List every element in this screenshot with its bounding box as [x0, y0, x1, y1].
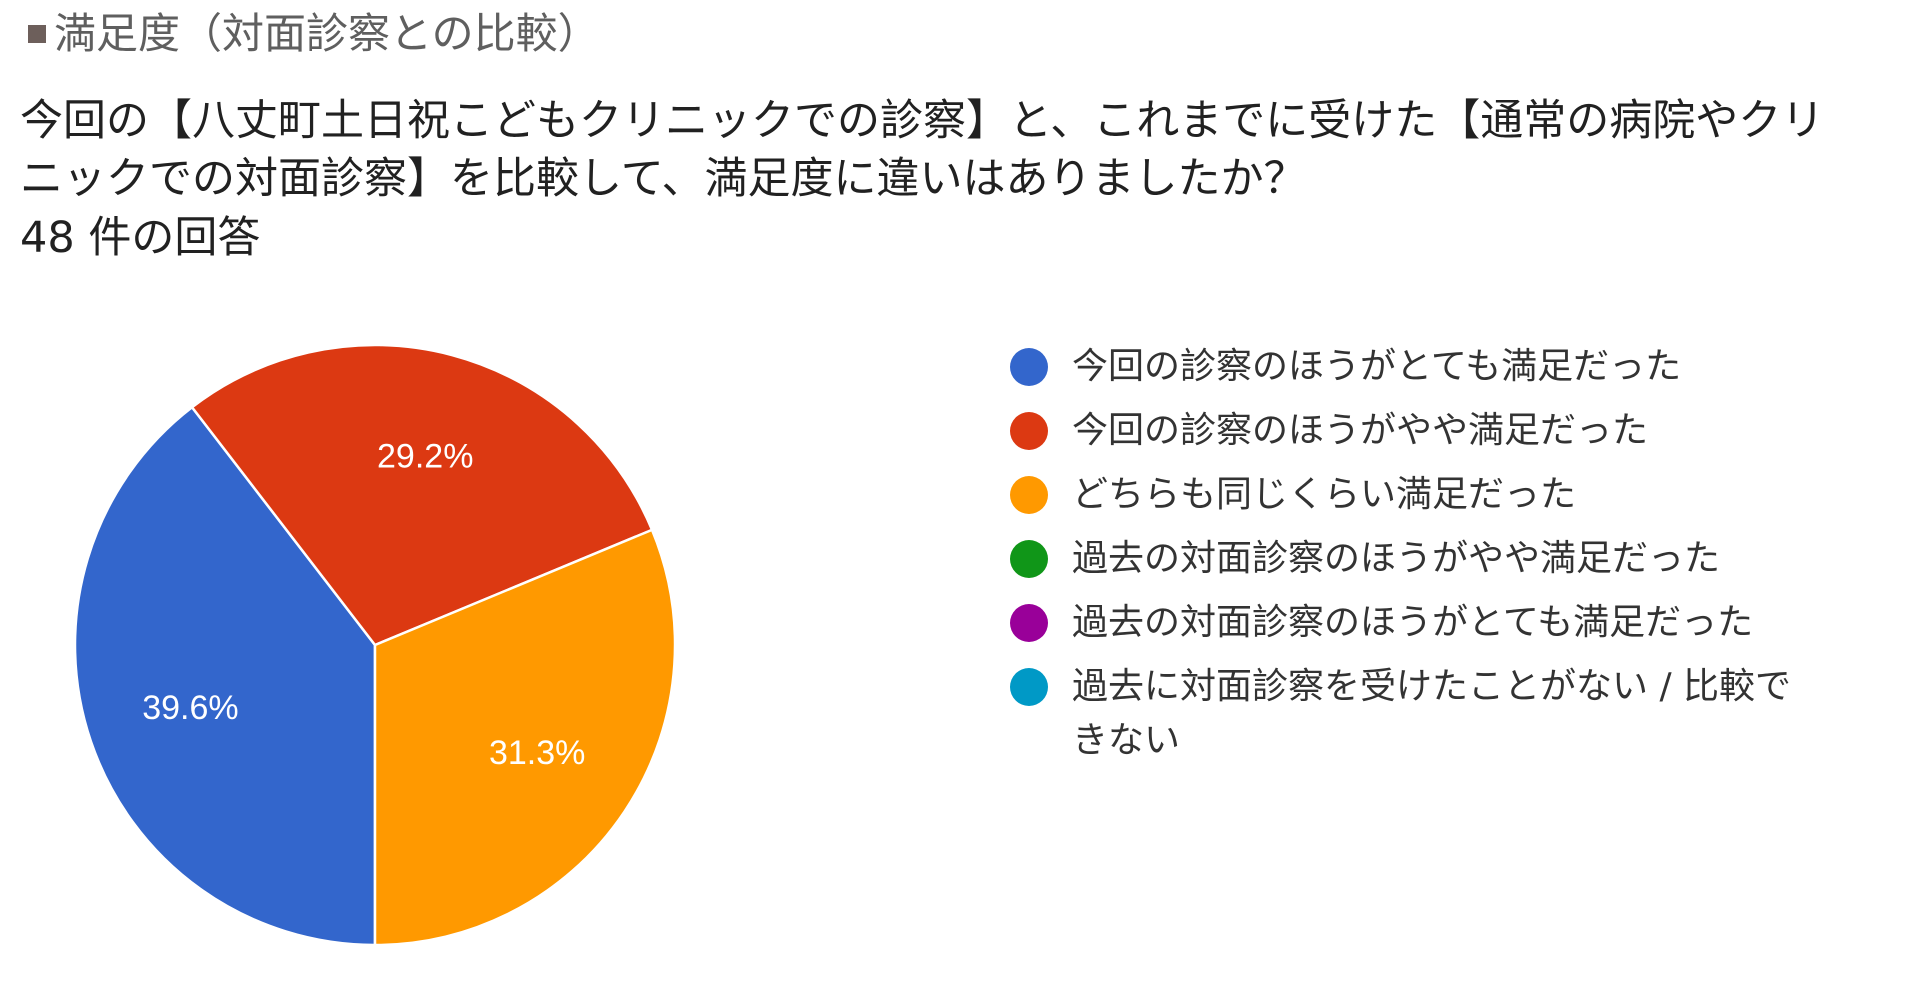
pie-slice-label-2: 29.2%: [377, 438, 473, 476]
question-line-1: 今回の【八丈町土日祝こどもクリニックでの診察】と、これまでに受けた【通常の病院や…: [20, 96, 1825, 146]
legend-item-3[interactable]: どちらも同じくらい満足だった: [1010, 468, 1900, 522]
legend-item-2[interactable]: 今回の診察のほうがやや満足だった: [1010, 404, 1900, 458]
pie-slice-label-1: 39.6%: [142, 689, 238, 727]
legend-label: 今回の診察のほうがとても満足だった: [1072, 346, 1682, 387]
section-heading: 満足度（対面診察との比較）: [28, 8, 600, 60]
legend-item-5[interactable]: 過去の対面診察のほうがとても満足だった: [1010, 596, 1900, 650]
legend-dot-icon: [1010, 476, 1048, 514]
pie-labels: 39.6% 29.2% 31.3%: [142, 438, 585, 773]
legend-label: 過去の対面診察のほうがやや満足だった: [1072, 538, 1721, 579]
pie-slice-label-3: 31.3%: [489, 734, 585, 772]
legend-dot-icon: [1010, 604, 1048, 642]
square-bullet-icon: [28, 24, 46, 43]
legend-label: 過去の対面診察のほうがとても満足だった: [1072, 602, 1754, 643]
legend-dot-icon: [1010, 412, 1048, 450]
pie-slice-1[interactable]: [73, 405, 377, 947]
legend-dot-icon: [1010, 348, 1048, 386]
legend-label: どちらも同じくらい満足だった: [1072, 474, 1577, 515]
legend-label: 今回の診察のほうがやや満足だった: [1072, 410, 1649, 451]
chart-legend: 今回の診察のほうがとても満足だった 今回の診察のほうがやや満足だった どちらも同じく…: [1010, 340, 1900, 778]
pie-slice-2[interactable]: [190, 343, 654, 647]
pie-slice-3[interactable]: [373, 528, 677, 947]
legend-label: 過去に対面診察を受けたことがない / 比較できない: [1072, 666, 1792, 761]
legend-item-1[interactable]: 今回の診察のほうがとても満足だった: [1010, 340, 1900, 394]
legend-item-4[interactable]: 過去の対面診察のほうがやや満足だった: [1010, 532, 1900, 586]
question-text: 今回の【八丈町土日祝こどもクリニックでの診察】と、これまでに受けた【通常の病院や…: [20, 92, 1900, 208]
response-count: 48 件の回答: [20, 213, 261, 263]
legend-dot-icon: [1010, 540, 1048, 578]
legend-dot-icon: [1010, 668, 1048, 706]
question-line-2: ニックでの対面診察】を比較して、満足度に違いはありましたか？: [20, 154, 1307, 204]
pie-chart: 39.6% 29.2% 31.3%: [73, 343, 677, 947]
section-title: 満足度（対面診察との比較）: [54, 9, 600, 58]
pie-slices: [73, 343, 677, 947]
legend-item-6[interactable]: 過去に対面診察を受けたことがない / 比較できない: [1010, 660, 1900, 768]
